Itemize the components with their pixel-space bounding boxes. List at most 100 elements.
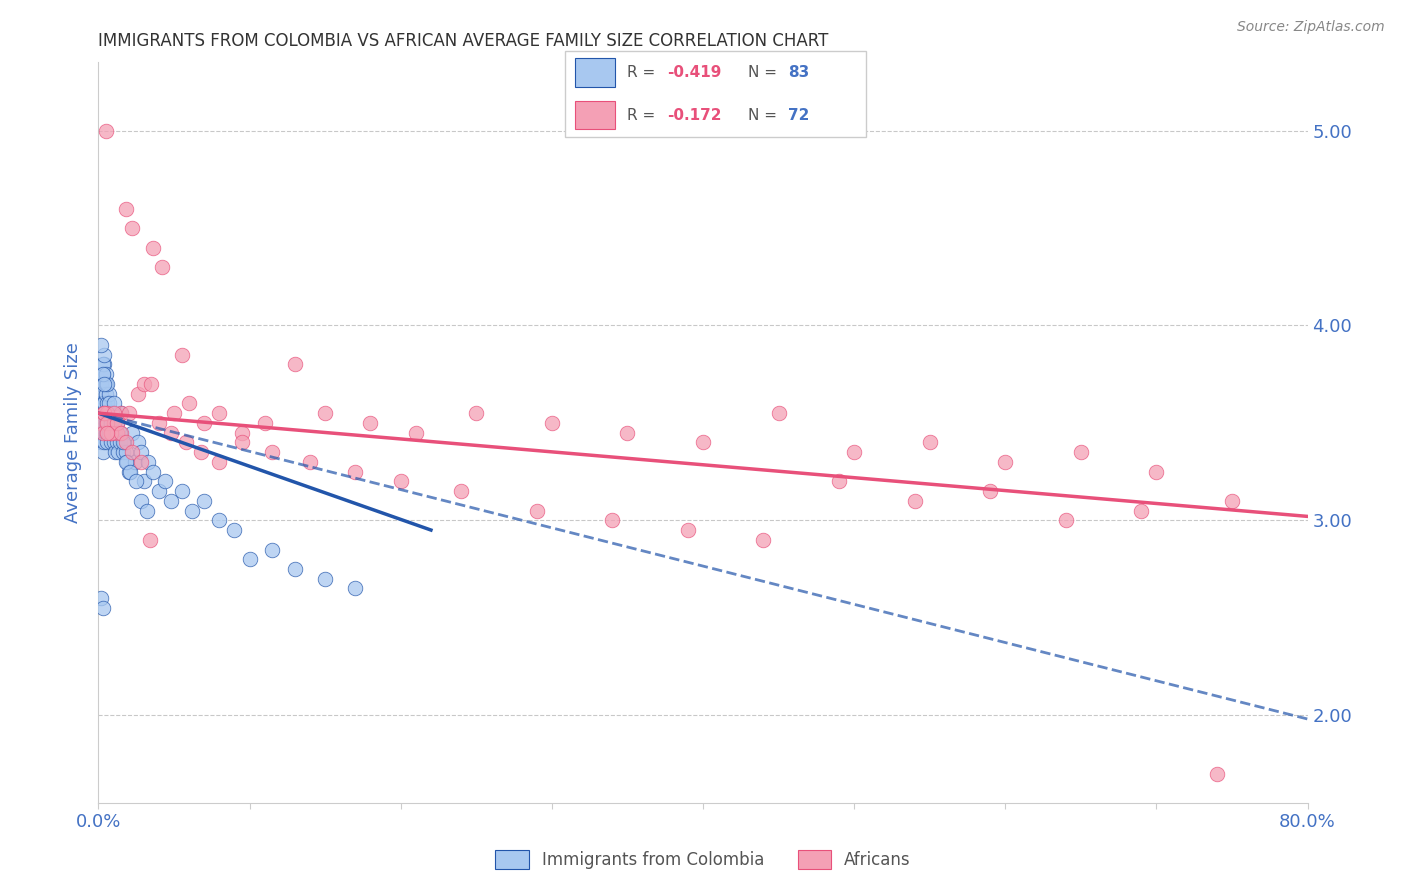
Point bbox=[121, 445, 143, 459]
Point bbox=[110, 406, 132, 420]
Point bbox=[465, 406, 488, 420]
Point bbox=[96, 425, 118, 440]
Point bbox=[91, 445, 114, 459]
Point bbox=[314, 406, 336, 420]
Point bbox=[344, 465, 367, 479]
Text: N =: N = bbox=[748, 108, 782, 122]
Point bbox=[208, 513, 231, 527]
Point bbox=[90, 416, 112, 430]
Point bbox=[91, 601, 114, 615]
Point bbox=[132, 475, 155, 489]
Point bbox=[1130, 503, 1153, 517]
Point bbox=[918, 435, 941, 450]
Point bbox=[93, 396, 115, 410]
Point bbox=[160, 493, 183, 508]
Point bbox=[90, 591, 112, 606]
Point bbox=[163, 406, 186, 420]
Point bbox=[132, 376, 155, 391]
Point bbox=[100, 435, 122, 450]
Point bbox=[103, 416, 125, 430]
Point bbox=[129, 493, 152, 508]
Point bbox=[91, 425, 114, 440]
Point bbox=[101, 406, 124, 420]
Point bbox=[136, 455, 159, 469]
Text: N =: N = bbox=[748, 65, 782, 79]
Point bbox=[96, 396, 118, 410]
Point bbox=[121, 221, 143, 235]
Text: R =: R = bbox=[627, 108, 661, 122]
Point bbox=[284, 562, 307, 576]
Point bbox=[118, 406, 141, 420]
Point bbox=[190, 445, 212, 459]
Point bbox=[676, 523, 699, 537]
Point bbox=[121, 425, 143, 440]
Point bbox=[105, 416, 128, 430]
Point bbox=[101, 406, 124, 420]
Point bbox=[768, 406, 790, 420]
Point bbox=[114, 435, 136, 450]
Point bbox=[405, 425, 427, 440]
Point bbox=[105, 416, 128, 430]
Point bbox=[91, 425, 114, 440]
Point bbox=[94, 376, 117, 391]
Point bbox=[100, 425, 122, 440]
Point bbox=[1070, 445, 1092, 459]
Point bbox=[450, 484, 472, 499]
Point bbox=[692, 435, 714, 450]
Legend: Immigrants from Colombia, Africans: Immigrants from Colombia, Africans bbox=[488, 843, 918, 876]
Point bbox=[103, 435, 125, 450]
Point bbox=[141, 376, 163, 391]
Point bbox=[142, 465, 165, 479]
Point bbox=[111, 435, 134, 450]
Text: IMMIGRANTS FROM COLOMBIA VS AFRICAN AVERAGE FAMILY SIZE CORRELATION CHART: IMMIGRANTS FROM COLOMBIA VS AFRICAN AVER… bbox=[98, 32, 828, 50]
Point bbox=[284, 358, 307, 372]
Point bbox=[108, 425, 131, 440]
Point bbox=[105, 435, 128, 450]
Bar bbox=[575, 58, 614, 87]
Point bbox=[124, 455, 146, 469]
Point bbox=[93, 348, 115, 362]
Point bbox=[994, 455, 1017, 469]
Point bbox=[125, 475, 148, 489]
Point bbox=[828, 475, 851, 489]
Point bbox=[127, 435, 149, 450]
Point bbox=[1220, 493, 1243, 508]
Point bbox=[103, 406, 125, 420]
Point bbox=[193, 493, 215, 508]
Point bbox=[148, 484, 170, 499]
Point bbox=[90, 435, 112, 450]
Text: 83: 83 bbox=[789, 65, 810, 79]
Point bbox=[181, 503, 204, 517]
Point bbox=[94, 367, 117, 381]
Point bbox=[139, 533, 162, 547]
Point bbox=[96, 406, 118, 420]
Point bbox=[104, 425, 127, 440]
Point bbox=[90, 406, 112, 420]
Point bbox=[129, 455, 152, 469]
Point bbox=[174, 435, 197, 450]
Point bbox=[160, 425, 183, 440]
Point bbox=[1054, 513, 1077, 527]
Point bbox=[103, 396, 125, 410]
Point bbox=[89, 396, 111, 410]
Point bbox=[96, 376, 118, 391]
Point bbox=[179, 396, 201, 410]
Bar bbox=[575, 101, 614, 129]
Text: R =: R = bbox=[627, 65, 661, 79]
Point bbox=[844, 445, 866, 459]
Y-axis label: Average Family Size: Average Family Size bbox=[65, 343, 83, 523]
Point bbox=[314, 572, 336, 586]
Point bbox=[101, 425, 124, 440]
Point bbox=[104, 445, 127, 459]
Point bbox=[904, 493, 927, 508]
Point bbox=[1206, 766, 1229, 780]
Point bbox=[105, 425, 128, 440]
Point bbox=[91, 358, 114, 372]
Point bbox=[231, 425, 253, 440]
Point bbox=[98, 425, 121, 440]
Point bbox=[253, 416, 276, 430]
Point bbox=[108, 435, 131, 450]
Point bbox=[616, 425, 638, 440]
Point bbox=[540, 416, 562, 430]
Point bbox=[389, 475, 412, 489]
